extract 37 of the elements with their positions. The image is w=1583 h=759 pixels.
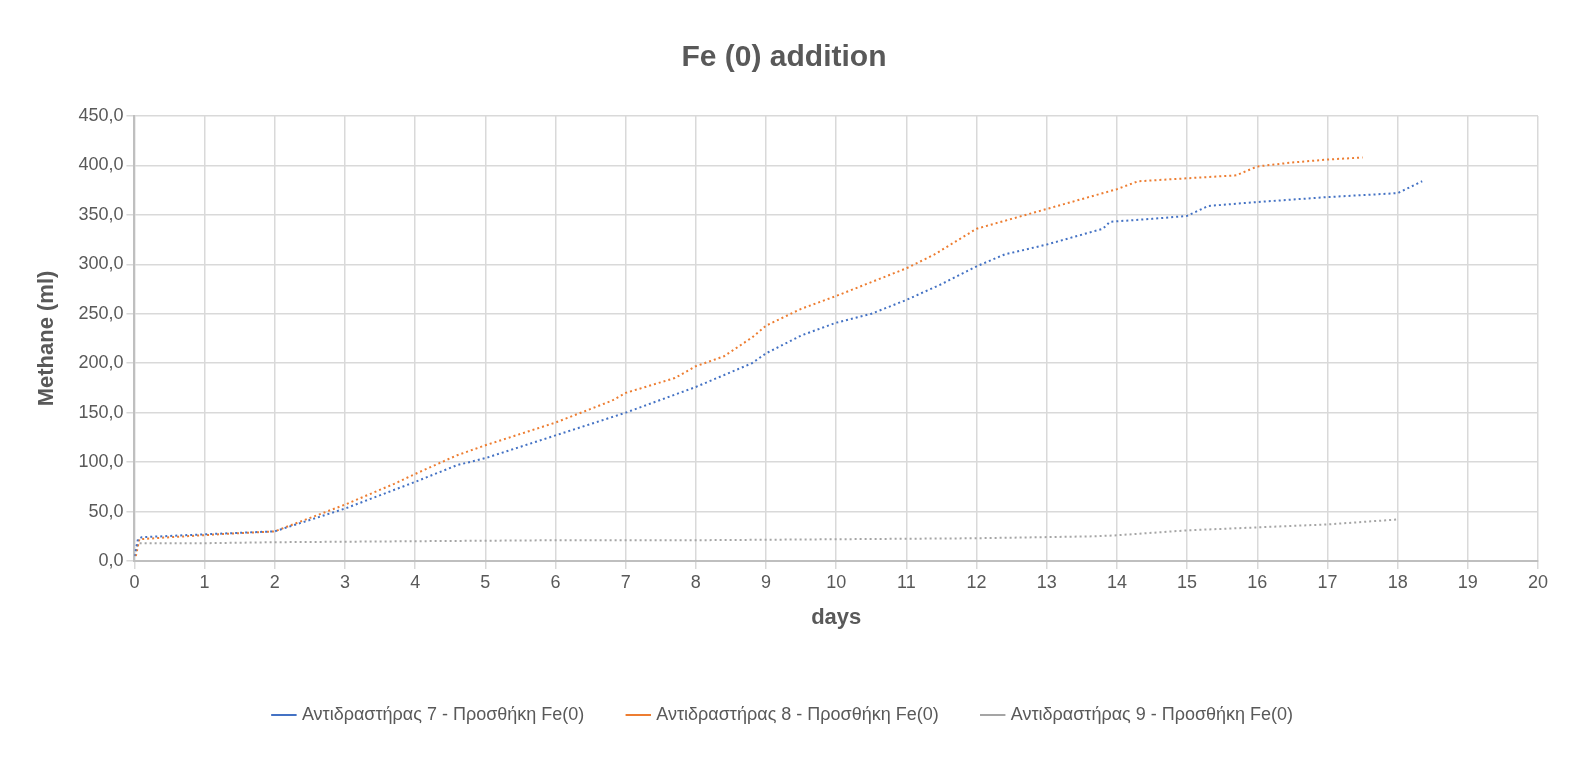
x-tick-label: 13: [1036, 571, 1057, 592]
x-tick-label: 7: [620, 571, 631, 592]
x-tick-label: 0: [129, 571, 140, 592]
x-tick-label: 18: [1387, 571, 1408, 592]
y-tick-label: 450,0: [78, 104, 124, 125]
x-tick-label: 9: [761, 571, 772, 592]
x-tick-label: 19: [1457, 571, 1478, 592]
x-tick-label: 15: [1177, 571, 1198, 592]
y-tick-label: 250,0: [78, 302, 124, 323]
x-tick-label: 2: [269, 571, 280, 592]
chart-title: Fe (0) addition: [681, 39, 887, 73]
y-tick-label: 150,0: [78, 401, 124, 422]
y-tick-label: 0,0: [98, 549, 124, 570]
x-tick-label: 5: [480, 571, 491, 592]
x-tick-label: 12: [966, 571, 987, 592]
x-axis-title: days: [811, 603, 862, 629]
x-tick-label: 17: [1317, 571, 1338, 592]
x-tick-label: 4: [410, 571, 421, 592]
x-tick-label: 20: [1527, 571, 1549, 592]
x-tick-label: 16: [1247, 571, 1268, 592]
y-tick-label: 300,0: [78, 253, 124, 274]
y-tick-label: 200,0: [78, 352, 124, 373]
legend-label: Αντιδραστήρας 9 - Προσθήκη Fe(0): [1010, 703, 1294, 724]
x-tick-label: 11: [897, 571, 916, 592]
x-tick-label: 8: [690, 571, 701, 592]
y-tick-label: 350,0: [78, 203, 124, 224]
legend-label: Αντιδραστήρας 7 - Προσθήκη Fe(0): [301, 703, 585, 724]
x-tick-label: 6: [550, 571, 561, 592]
y-tick-label: 400,0: [78, 154, 124, 175]
legend-label: Αντιδραστήρας 8 - Προσθήκη Fe(0): [656, 703, 939, 724]
y-tick-label: 100,0: [78, 451, 124, 472]
x-tick-label: 3: [339, 571, 350, 592]
y-axis-title: Methane (ml): [33, 270, 59, 407]
x-tick-label: 14: [1106, 571, 1127, 592]
x-tick-label: 10: [826, 571, 847, 592]
x-tick-label: 1: [199, 571, 210, 592]
y-tick-label: 50,0: [88, 500, 124, 521]
